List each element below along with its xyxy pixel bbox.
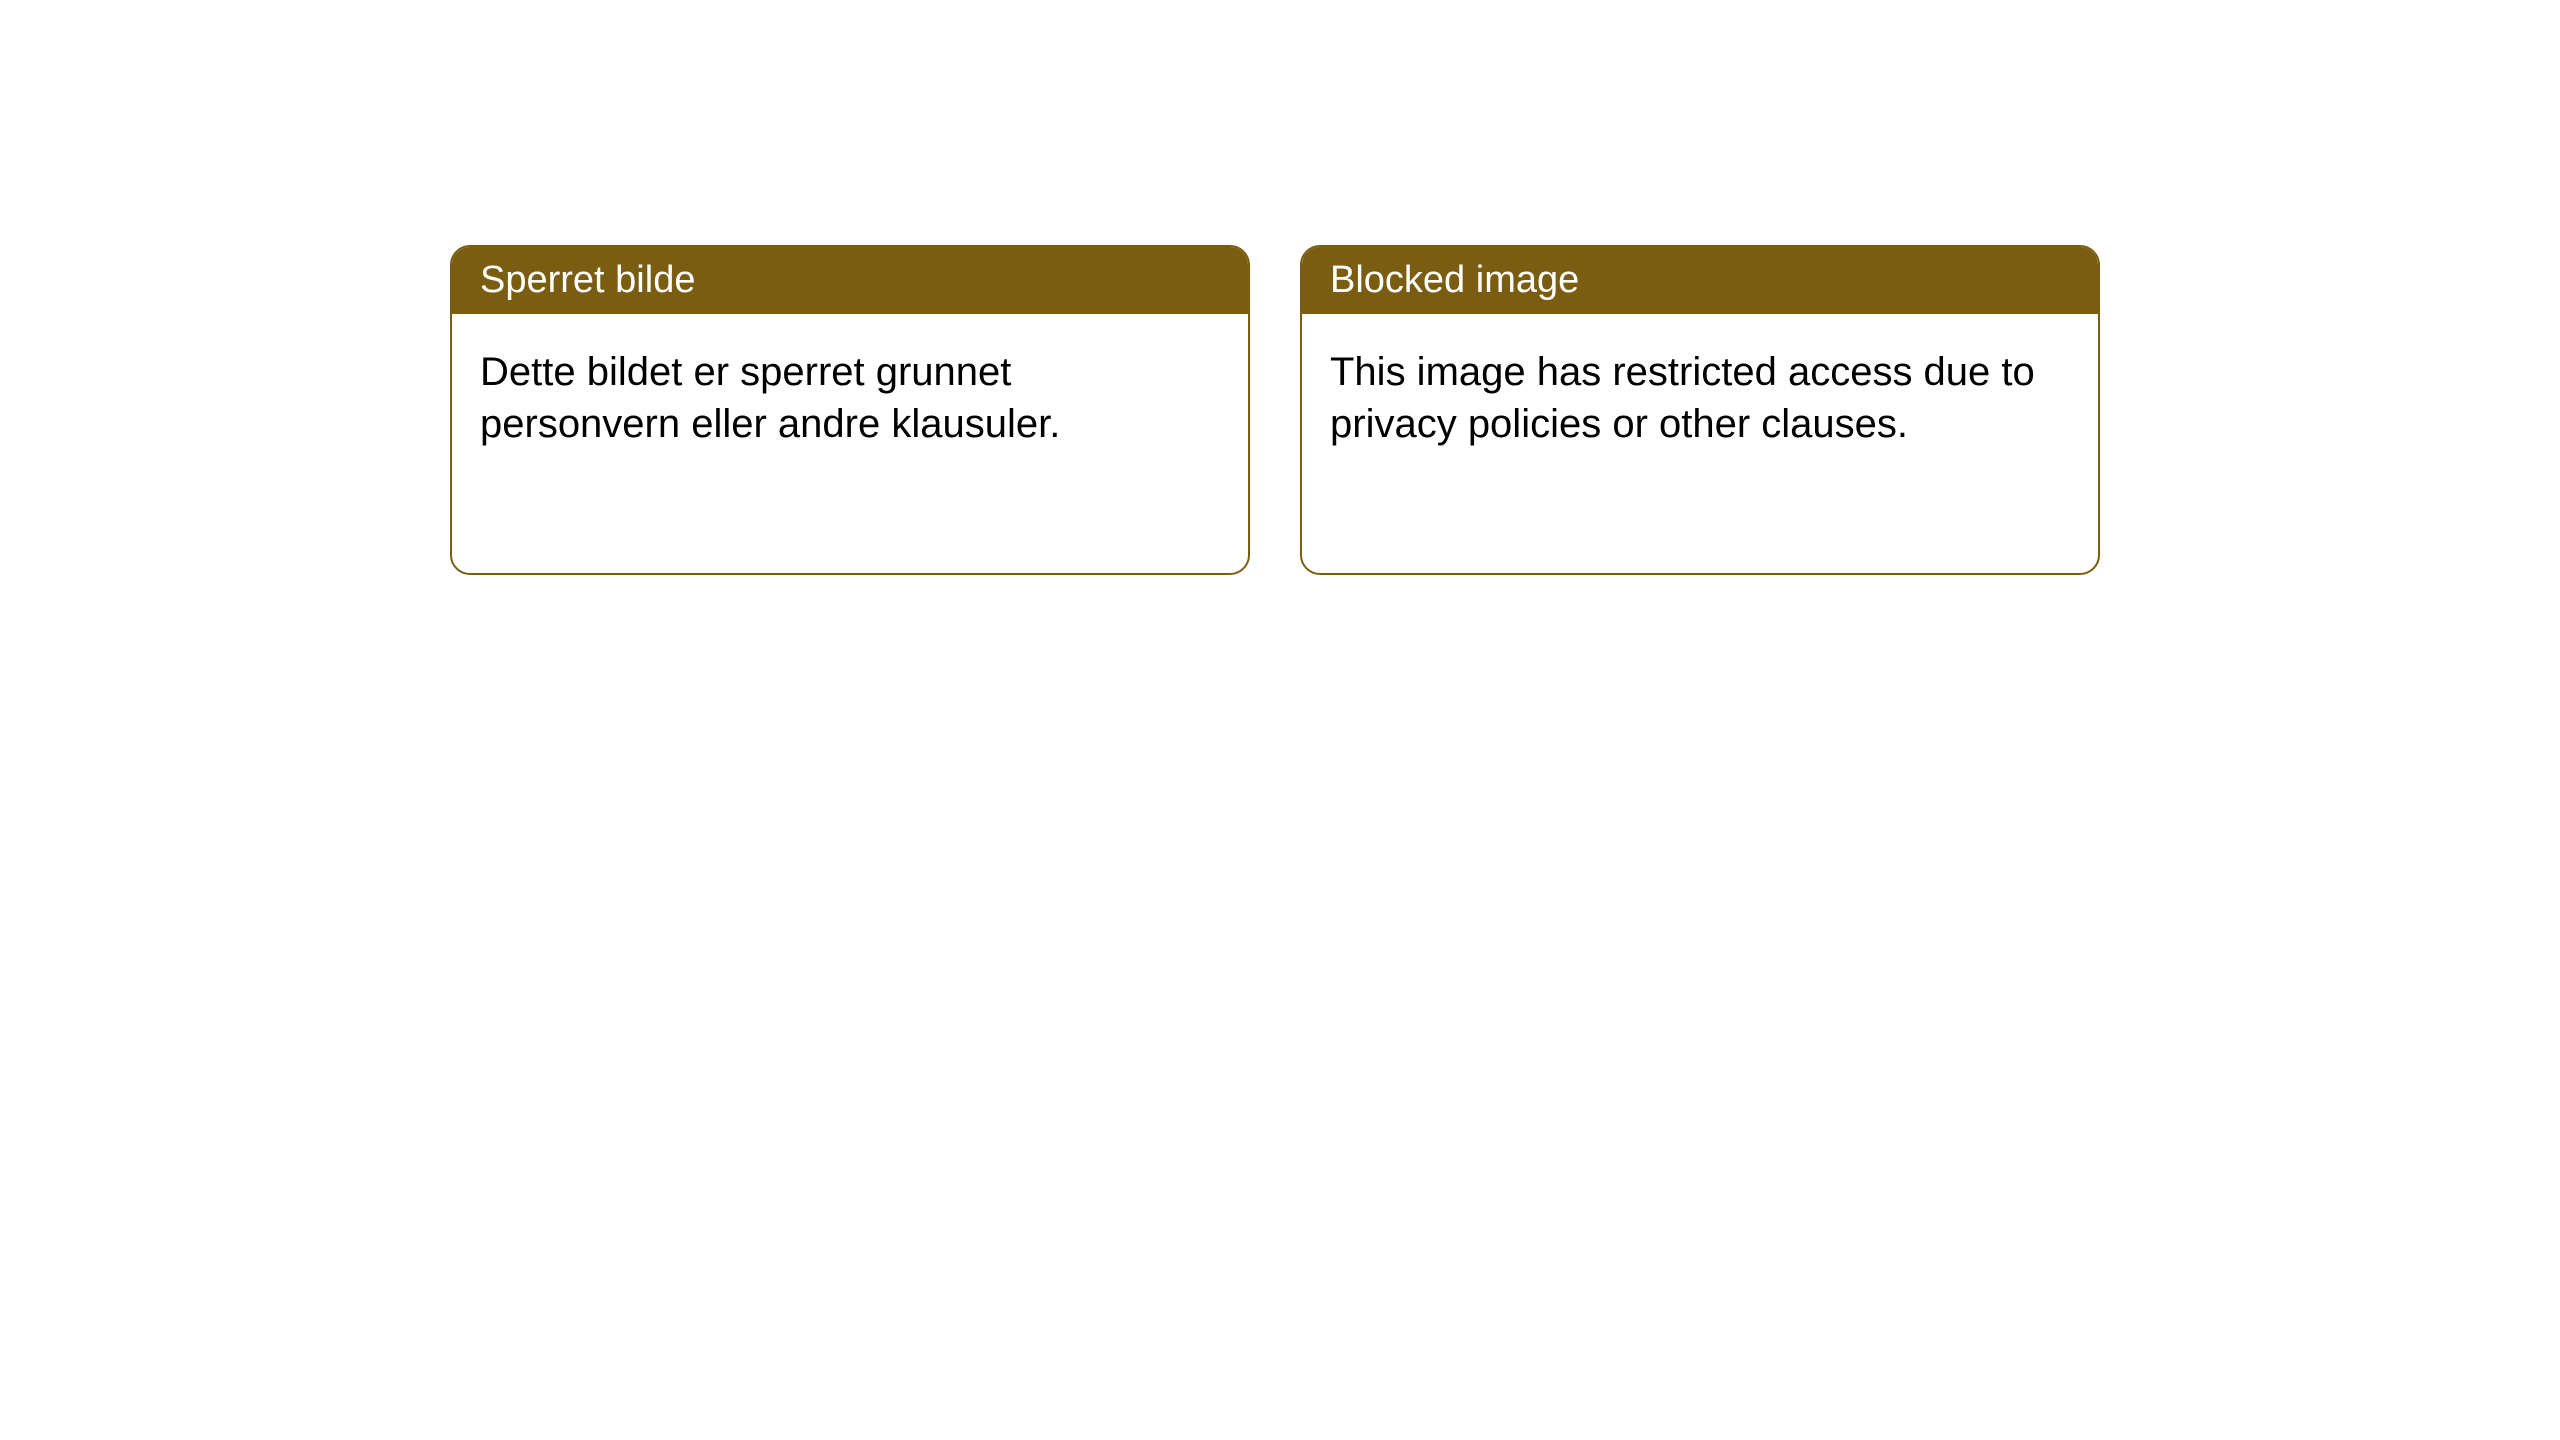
notice-card-norwegian: Sperret bilde Dette bildet er sperret gr… <box>450 245 1250 575</box>
notice-title: Sperret bilde <box>480 259 695 301</box>
notice-body: Dette bildet er sperret grunnet personve… <box>452 314 1248 482</box>
notice-header: Blocked image <box>1302 247 2098 314</box>
notice-body: This image has restricted access due to … <box>1302 314 2098 482</box>
notice-text: This image has restricted access due to … <box>1330 350 2035 446</box>
notice-title: Blocked image <box>1330 259 1579 301</box>
notice-header: Sperret bilde <box>452 247 1248 314</box>
notice-container: Sperret bilde Dette bildet er sperret gr… <box>450 245 2100 575</box>
notice-card-english: Blocked image This image has restricted … <box>1300 245 2100 575</box>
notice-text: Dette bildet er sperret grunnet personve… <box>480 350 1060 446</box>
